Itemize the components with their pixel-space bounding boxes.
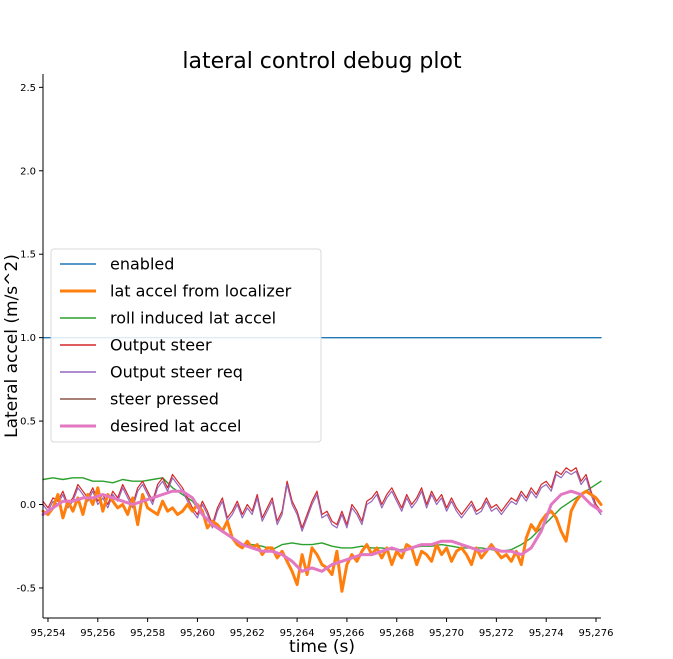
legend: enabled lat accel from localizer roll indu… — [50, 248, 322, 443]
series-line-desired-lat-accel — [41, 489, 603, 573]
x-tick-label: 95,268 — [379, 628, 414, 639]
y-tick-label: 2.0 — [20, 166, 36, 177]
y-tick-label: 0.5 — [20, 417, 36, 428]
series-line-output-steer — [42, 467, 602, 529]
x-tick-label: 95,276 — [579, 628, 614, 639]
legend-label-output-steer-req: Output steer req — [110, 363, 243, 382]
legend-items: enabled lat accel from localizer roll indu… — [60, 255, 292, 436]
x-tick-label: 95,266 — [329, 628, 364, 639]
y-ticks: -0.5 0.0 0.5 1.0 1.5 2.0 2.5 — [16, 83, 43, 594]
legend-box — [50, 248, 322, 443]
series-line-lat-accel-from-localizer — [41, 486, 603, 593]
y-tick-label: 2.5 — [20, 83, 36, 94]
x-tick-label: 95,270 — [429, 628, 464, 639]
y-tick-label: 1.5 — [20, 250, 36, 261]
series-line-output-steer-req — [42, 470, 602, 532]
axes: -0.50.00.51.01.52.02.5 95,254 95,256 95,25… — [16, 74, 614, 639]
x-tick-label: 95,274 — [529, 628, 564, 639]
x-ticks: 95,254 95,256 95,258 95,260 95,262 95,264 95,2… — [30, 618, 614, 639]
x-tick-label: 95,254 — [30, 628, 65, 639]
chart-title: lateral control debug plot — [182, 49, 462, 74]
plot-area — [41, 337, 603, 593]
legend-label-roll-induced-lat-accel: roll induced lat accel — [110, 309, 276, 328]
x-tick-label: 95,264 — [280, 628, 315, 639]
legend-label-output-steer: Output steer — [110, 336, 212, 355]
y-tick-label: 1.0 — [20, 333, 36, 344]
legend-label-enabled: enabled — [110, 255, 174, 274]
x-tick-label: 95,272 — [479, 628, 514, 639]
x-axis-label: time (s) — [289, 637, 355, 657]
y-axis-label: Lateral accel (m/s^2) — [2, 254, 22, 438]
legend-label-steer-pressed: steer pressed — [110, 390, 219, 409]
y-tick-label: 0.0 — [20, 500, 36, 511]
x-tick-label: 95,256 — [80, 628, 115, 639]
x-tick-label: 95,258 — [130, 628, 165, 639]
legend-label-desired-lat-accel: desired lat accel — [110, 417, 241, 436]
legend-label-lat-accel-from-localizer: lat accel from localizer — [110, 282, 292, 301]
y-tick-label: -0.5 — [16, 583, 36, 594]
x-tick-label: 95,262 — [230, 628, 265, 639]
x-tick-label: 95,260 — [180, 628, 215, 639]
